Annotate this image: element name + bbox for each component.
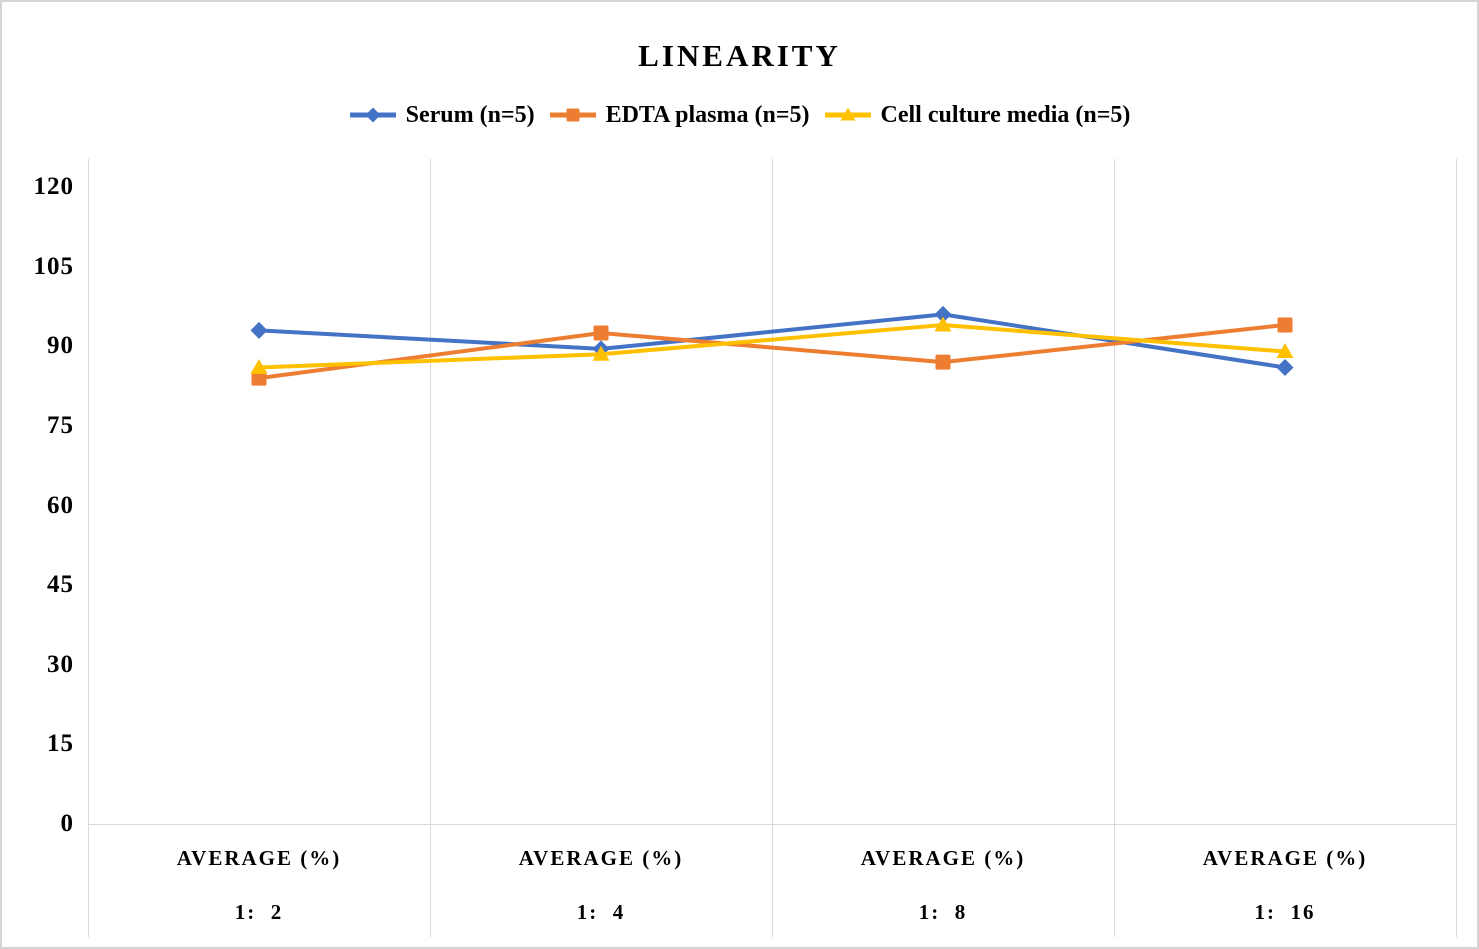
triangle-data-point-marker (250, 358, 268, 374)
legend-item-serum: Serum (n=5) (349, 100, 535, 130)
x-category-dilution: 1: 4 (576, 900, 626, 924)
x-category-cell: AVERAGE (%) 1: 16 (1114, 824, 1456, 937)
gridline-vertical (1456, 159, 1457, 937)
y-tick-label: 15 (47, 730, 74, 758)
gridline-vertical (1114, 159, 1115, 937)
y-tick-label: 45 (47, 571, 74, 599)
square-legend-glyph (566, 108, 580, 122)
diamond-data-point-marker (250, 321, 268, 339)
x-axis-line (88, 824, 1456, 825)
gridline-vertical (430, 159, 431, 937)
x-category-cell: AVERAGE (%) 1: 8 (772, 824, 1114, 937)
diamond-legend-glyph (365, 107, 381, 123)
square-data-point-marker (593, 325, 609, 341)
legend-label-cell-culture-media: Cell culture media (n=5) (880, 102, 1131, 128)
legend-label-serum: Serum (n=5) (405, 102, 535, 128)
x-category-dilution: 1: 16 (1254, 900, 1316, 924)
x-category-header: AVERAGE (%) (1202, 846, 1368, 870)
chart-title: LINEARITY (638, 38, 841, 73)
legend-item-edta-plasma: EDTA plasma (n=5) (549, 100, 810, 130)
x-category-header: AVERAGE (%) (176, 846, 342, 870)
triangle-data-point-marker (1276, 343, 1294, 359)
legend: Serum (n=5) EDTA plasma (n=5) Cell cultu… (2, 100, 1477, 130)
square-data-point-marker (251, 370, 267, 386)
x-category-dilution: 1: 8 (918, 900, 968, 924)
square-data-point-marker (1277, 317, 1293, 333)
diamond-data-point-marker (934, 305, 952, 323)
edta-line-square-icon (549, 107, 597, 123)
y-tick-label: 90 (47, 332, 74, 360)
cell-culture-line-triangle-icon (824, 107, 872, 123)
serum-line-diamond-icon (349, 107, 397, 123)
y-tick-label: 60 (47, 491, 74, 519)
legend-item-cell-culture-media: Cell culture media (n=5) (824, 100, 1131, 130)
y-axis-line (88, 159, 89, 937)
y-tick-label: 30 (47, 650, 74, 678)
legend-label-edta-plasma: EDTA plasma (n=5) (605, 102, 810, 128)
triangle-legend-glyph (840, 107, 856, 121)
x-category-header: AVERAGE (%) (518, 846, 684, 870)
y-tick-label: 75 (47, 411, 74, 439)
gridline-vertical (772, 159, 773, 937)
triangle-data-point-marker (592, 345, 610, 361)
x-category-dilution: 1: 2 (234, 900, 284, 924)
diamond-data-point-marker (1276, 358, 1294, 376)
x-category-cell: AVERAGE (%) 1: 4 (430, 824, 772, 937)
x-category-cell: AVERAGE (%) 1: 2 (88, 824, 430, 937)
square-data-point-marker (935, 354, 951, 370)
x-category-header: AVERAGE (%) (860, 846, 1026, 870)
y-tick-label: 0 (60, 810, 74, 837)
y-tick-label: 120 (33, 173, 74, 200)
triangle-data-point-marker (934, 316, 952, 332)
diamond-data-point-marker (592, 340, 610, 358)
y-tick-label: 105 (33, 252, 74, 280)
